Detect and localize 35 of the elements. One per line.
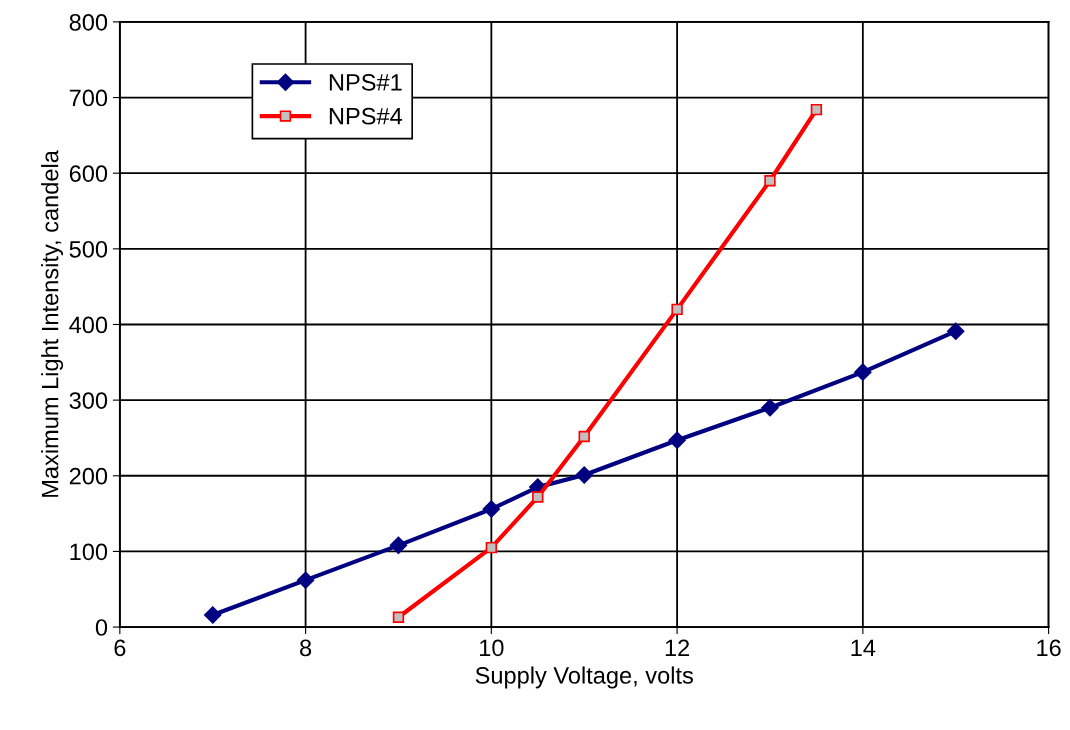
point [482,500,501,518]
x-tick-label: 6 [114,639,126,657]
point [296,571,315,589]
point [761,399,779,417]
point [485,541,498,554]
point [854,363,872,381]
point [392,611,405,623]
y-tick-label: 600 [69,165,108,182]
x-tick-label: 10 [480,639,504,657]
x-axis-title: Supply Voltage, volts [475,666,693,689]
point [668,431,686,449]
y-tick-label: 400 [69,316,108,334]
x-tick-label: 16 [1037,639,1061,657]
x-tick-label: 14 [851,639,876,656]
x-tick-label: 12 [665,639,690,656]
y-axis-title: Maximum Light Intensity, candela [41,150,64,497]
point [671,303,683,316]
x-tick-label: 8 [300,639,312,657]
y-tick-label: 300 [69,392,108,409]
y-tick-label: 200 [69,467,108,485]
legend-label: NPS#4 [329,107,403,125]
point [575,466,593,484]
y-tick-label: 700 [69,89,108,107]
point [947,322,965,340]
legend-label: NPS#1 [329,74,402,91]
point [578,430,590,443]
point [389,536,408,555]
point [532,491,544,503]
y-tick-label: 500 [69,240,108,258]
y-tick-label: 0 [95,619,108,636]
point [764,175,776,187]
y-tick-label: 100 [70,543,108,561]
point [810,103,823,116]
y-tick-label: 800 [69,13,108,31]
point [204,606,222,624]
